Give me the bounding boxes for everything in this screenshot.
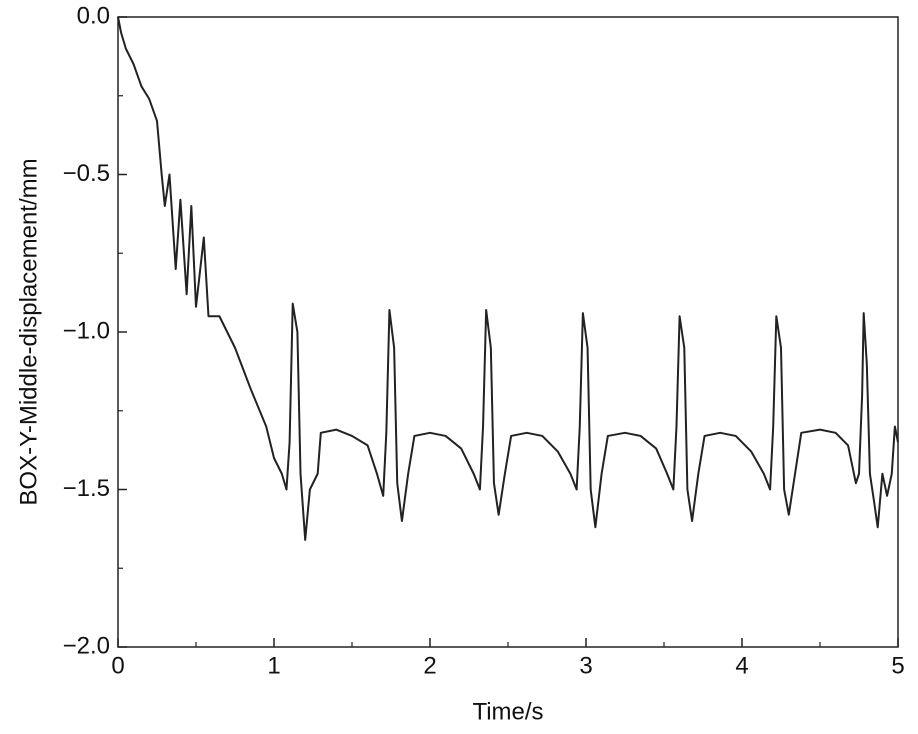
y-tick-label: 0.0 (77, 2, 110, 29)
y-tick-label: −1.0 (63, 317, 110, 344)
x-tick-label: 5 (891, 652, 904, 679)
y-axis-label: BOX-Y-Middle-displacement/mm (15, 158, 42, 505)
x-tick-label: 3 (579, 652, 592, 679)
y-tick-label: −0.5 (63, 160, 110, 187)
y-tick-label: −1.5 (63, 475, 110, 502)
x-axis-label: Time/s (472, 698, 543, 725)
x-tick-label: 1 (267, 652, 280, 679)
y-tick-label: −2.0 (63, 632, 110, 659)
data-line (117, 16, 899, 541)
plot-frame (117, 16, 899, 648)
x-tick-label: 4 (735, 652, 748, 679)
x-tick-label: 0 (111, 652, 124, 679)
x-tick-label: 2 (423, 652, 436, 679)
